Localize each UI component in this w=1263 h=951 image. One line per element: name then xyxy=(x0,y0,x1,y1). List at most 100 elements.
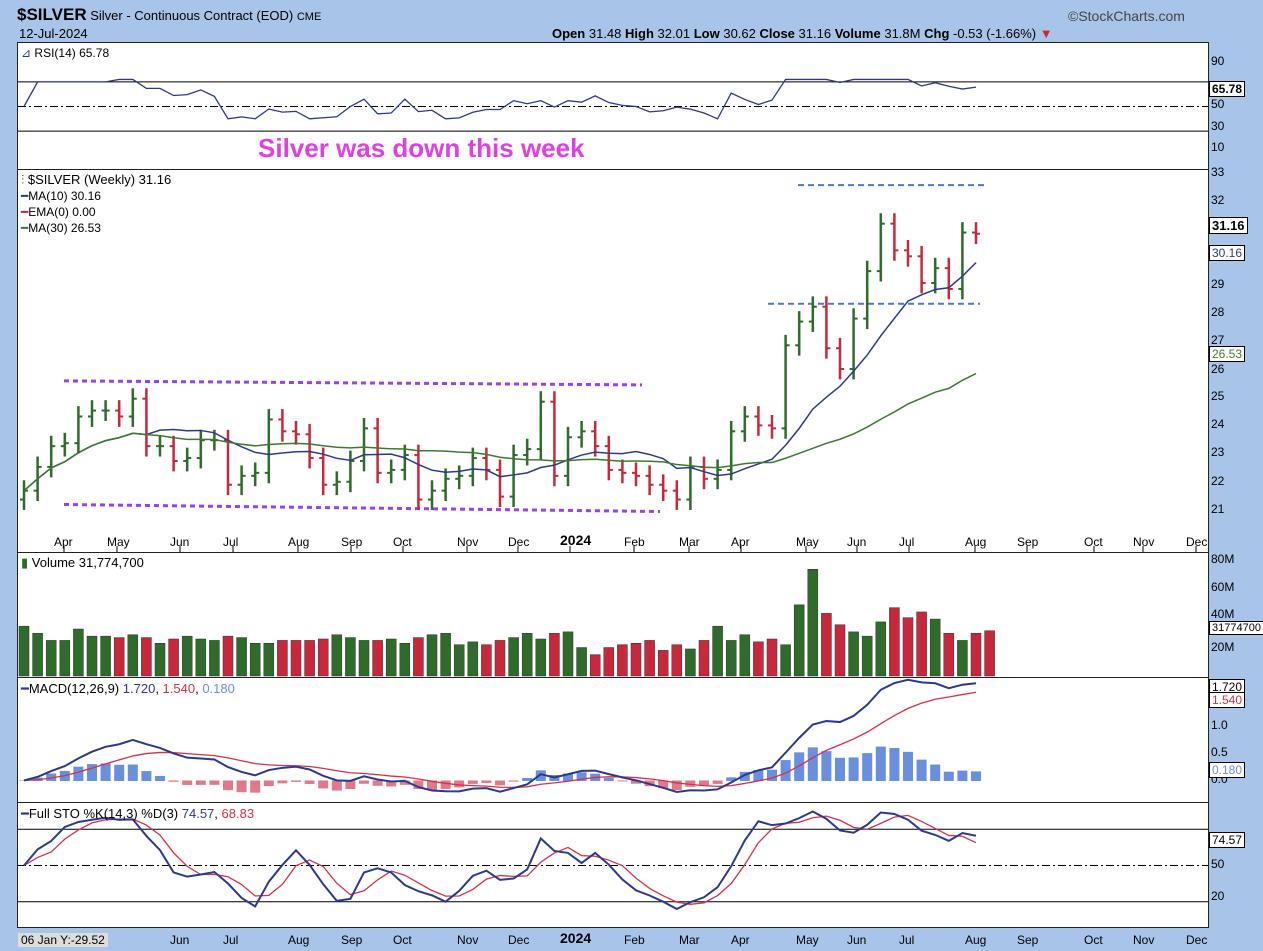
macd-hist-bar xyxy=(141,771,152,781)
price-legend-main: ⫶ $SILVER (Weekly) 31.16 xyxy=(21,172,172,187)
volume-bar xyxy=(209,640,220,677)
chg-label: Chg xyxy=(924,26,950,41)
symbol: $SILVER xyxy=(17,5,87,24)
volume-bar xyxy=(970,633,982,677)
month-label: Apr xyxy=(731,933,750,947)
volume-bar xyxy=(168,638,179,677)
volume-bar xyxy=(277,640,288,677)
macd-hist-bar xyxy=(386,780,397,787)
rsi-tick-90: 90 xyxy=(1211,54,1225,68)
price-tick-29: 29 xyxy=(1211,277,1225,291)
macd-hist-bar xyxy=(440,780,451,789)
rsi-value-tag: 65.78 xyxy=(1209,81,1246,97)
macd-hist-bar xyxy=(427,780,437,791)
macd-hist-bar xyxy=(930,764,941,781)
chart-date: 12-Jul-2024 xyxy=(19,26,88,41)
macd-label: MACD(12,26,9) xyxy=(28,681,120,696)
month-label: Sep xyxy=(341,535,363,549)
month-label: Jun xyxy=(170,535,190,549)
legend-ma10-text: MA(10) 30.16 xyxy=(28,189,101,203)
macd-hist-bar xyxy=(821,751,832,781)
price-tick-23: 23 xyxy=(1211,445,1225,459)
volume-bar xyxy=(440,633,451,677)
ma10-line xyxy=(23,262,977,492)
volume-bar xyxy=(916,611,927,677)
macd-hist-bar xyxy=(100,763,111,781)
macd-legend: ━MACD(12,26,9) 1.720, 1.540, 0.180 xyxy=(21,681,235,696)
volume-bar xyxy=(671,644,683,677)
month-label: Aug xyxy=(288,535,310,549)
macd-tick-1: 1.0 xyxy=(1211,718,1228,732)
macd-hist-bar xyxy=(250,780,261,793)
rsi-line xyxy=(23,78,977,120)
volume-bar xyxy=(902,617,914,677)
volume-bar xyxy=(957,640,968,677)
macd-hist-bar xyxy=(87,764,97,781)
volume-bar xyxy=(576,647,587,677)
macd-hist-bar xyxy=(155,775,165,781)
month-label: Nov xyxy=(457,535,479,549)
volume-bar xyxy=(467,641,479,677)
macd-hist-bar xyxy=(535,770,546,781)
month-label: Feb xyxy=(624,933,645,947)
volume-bar xyxy=(753,641,764,677)
month-label: 2024 xyxy=(560,532,592,548)
volume-bar xyxy=(834,624,846,677)
macd-hist-bar xyxy=(46,773,57,781)
macd-hist-bar xyxy=(631,780,641,784)
crosshair-readout: 06 Jan Y:-29.52 xyxy=(18,933,108,947)
macd-hist-bar xyxy=(903,751,913,781)
chg-arrow-icon: ▼ xyxy=(1039,26,1053,41)
brand-logo[interactable]: ©StockCharts.com xyxy=(1068,8,1185,24)
month-label: Mar xyxy=(679,535,700,549)
macd-hist-bar xyxy=(563,773,573,781)
month-label: Oct xyxy=(1084,535,1103,549)
volume-bar xyxy=(521,633,533,677)
price-tick-26: 26 xyxy=(1211,362,1225,376)
volume-bar xyxy=(739,634,751,677)
high-label: High xyxy=(625,26,654,41)
macd-hist-bar xyxy=(971,771,981,781)
volume-bar xyxy=(943,633,955,677)
volume-bar xyxy=(222,635,234,677)
macd-hist-bar xyxy=(399,780,410,785)
macd-hist-bar xyxy=(671,780,682,791)
month-label: Jun xyxy=(847,535,867,549)
macd-hist-bar xyxy=(848,757,859,781)
volume-bar xyxy=(630,643,642,677)
volume-bar xyxy=(32,633,43,677)
volume-bar xyxy=(508,637,519,677)
volume-bar xyxy=(18,625,30,677)
hist-value: 0.180 xyxy=(202,681,235,696)
month-label: Jul xyxy=(899,933,915,947)
sto-k-value: 74.57 xyxy=(181,806,215,821)
signal-value: 1.540 xyxy=(162,681,196,696)
volume-bar xyxy=(848,631,859,677)
high-value: 32.01 xyxy=(657,26,691,41)
volume-bar xyxy=(603,647,615,677)
volume-bar xyxy=(263,643,275,677)
volume-bar xyxy=(481,644,492,677)
macd-hist-bar xyxy=(345,780,356,790)
volume-bar xyxy=(181,635,193,677)
macd-hist-bar xyxy=(236,780,247,793)
macd-tag: 1.720 xyxy=(1209,679,1246,695)
volume-bar xyxy=(249,643,261,677)
vol-tick-80: 80M xyxy=(1211,552,1235,566)
volume-bar xyxy=(562,631,574,677)
volume-bar xyxy=(685,648,696,677)
price-panel[interactable] xyxy=(17,169,1209,553)
volume-bar xyxy=(889,607,900,677)
ma10-tag: 30.16 xyxy=(1209,245,1246,261)
rsi-tick-10: 10 xyxy=(1211,140,1225,154)
sto-legend: ━Full STO %K(14,3) %D(3) 74.57, 68.83 xyxy=(21,806,255,821)
vol-tick-20: 20M xyxy=(1211,640,1235,654)
macd-hist-bar xyxy=(767,769,777,781)
price-tick-25: 25 xyxy=(1211,389,1225,403)
month-label: Jun xyxy=(170,933,190,947)
close-label: Close xyxy=(759,26,795,41)
macd-hist-bar xyxy=(685,780,696,787)
volume-bar xyxy=(372,640,383,677)
macd-hist-bar xyxy=(413,780,424,790)
volume-bar xyxy=(304,640,315,677)
